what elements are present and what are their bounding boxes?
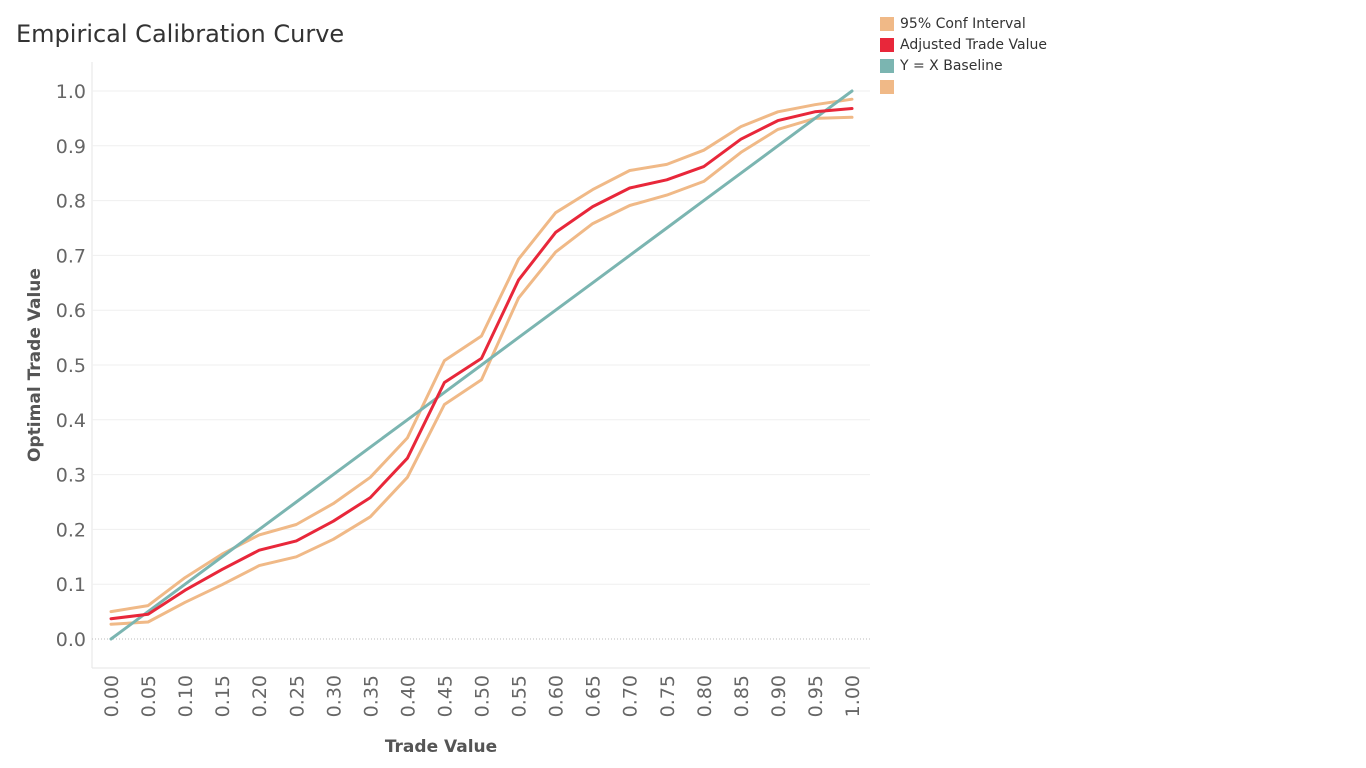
y-tick-label: 0.6 bbox=[56, 300, 86, 322]
legend-label-conf-interval: 95% Conf Interval bbox=[900, 15, 1026, 32]
x-tick-label: 1.00 bbox=[842, 675, 864, 717]
y-tick-label: 1.0 bbox=[56, 81, 86, 103]
y-tick-label: 0.4 bbox=[56, 410, 86, 432]
x-tick-label: 0.35 bbox=[360, 675, 382, 717]
y-tick-label: 0.3 bbox=[56, 465, 86, 487]
legend-swatch-blank bbox=[880, 79, 894, 94]
x-tick-label: 0.45 bbox=[434, 675, 456, 717]
x-tick-label: 0.80 bbox=[694, 675, 716, 717]
series-line-conf-interval-lower[interactable] bbox=[109, 115, 854, 626]
chart-title: Empirical Calibration Curve bbox=[16, 20, 345, 48]
legend: 95% Conf Interval Adjusted Trade Value Y… bbox=[880, 13, 1047, 97]
x-tick-label: 0.10 bbox=[175, 675, 197, 717]
legend-item-adjusted[interactable]: Adjusted Trade Value bbox=[880, 34, 1047, 55]
x-tick-label: 0.90 bbox=[768, 675, 790, 717]
x-tick-label: 0.60 bbox=[546, 675, 568, 717]
legend-label-baseline: Y = X Baseline bbox=[900, 57, 1003, 74]
legend-swatch-conf-interval bbox=[880, 16, 894, 31]
y-axis-title: Optimal Trade Value bbox=[25, 268, 45, 462]
y-axis-ticks: 0.0 0.1 0.2 0.3 0.4 0.5 0.6 0.7 0.8 0.9 1.0 bbox=[56, 81, 86, 651]
y-tick-label: 0.8 bbox=[56, 191, 86, 213]
y-tick-label: 0.5 bbox=[56, 355, 86, 377]
x-tick-label: 0.20 bbox=[249, 675, 271, 717]
x-tick-label: 0.15 bbox=[212, 675, 234, 717]
x-axis-ticks: 0.00 0.05 0.10 0.15 0.20 0.25 0.30 0.35 0.40 0.45… bbox=[101, 675, 864, 717]
x-tick-label: 0.05 bbox=[138, 675, 160, 717]
x-tick-label: 0.25 bbox=[286, 675, 308, 717]
series-line-adjusted-trade-value[interactable] bbox=[109, 107, 854, 621]
legend-item-baseline[interactable]: Y = X Baseline bbox=[880, 55, 1047, 76]
legend-swatch-baseline bbox=[880, 58, 894, 73]
legend-swatch-adjusted bbox=[880, 37, 894, 52]
x-tick-label: 0.85 bbox=[731, 675, 753, 717]
x-tick-label: 0.30 bbox=[323, 675, 345, 717]
y-tick-label: 0.9 bbox=[56, 136, 86, 158]
x-tick-label: 0.65 bbox=[583, 675, 605, 717]
x-axis-title: Trade Value bbox=[385, 737, 497, 757]
x-tick-label: 0.40 bbox=[397, 675, 419, 717]
series-line-y-x-baseline[interactable] bbox=[109, 89, 854, 641]
x-tick-label: 0.95 bbox=[805, 675, 827, 717]
x-tick-label: 0.75 bbox=[657, 675, 679, 717]
legend-item-conf-interval[interactable]: 95% Conf Interval bbox=[880, 13, 1047, 34]
y-tick-label: 0.0 bbox=[56, 629, 86, 651]
x-tick-label: 0.70 bbox=[620, 675, 642, 717]
x-tick-label: 0.55 bbox=[509, 675, 531, 717]
legend-label-adjusted: Adjusted Trade Value bbox=[900, 36, 1047, 53]
series-lines bbox=[109, 89, 854, 641]
y-tick-label: 0.1 bbox=[56, 574, 86, 596]
y-tick-label: 0.7 bbox=[56, 245, 86, 267]
x-tick-label: 0.00 bbox=[101, 675, 123, 717]
x-tick-label: 0.50 bbox=[472, 675, 494, 717]
legend-item-blank[interactable] bbox=[880, 76, 1047, 97]
y-tick-label: 0.2 bbox=[56, 519, 86, 541]
